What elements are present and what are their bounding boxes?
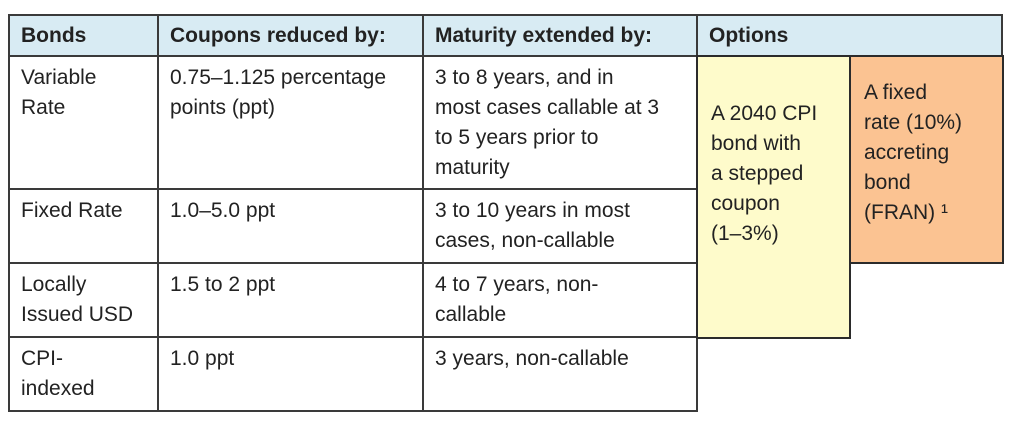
header-cell-bonds: Bonds xyxy=(8,14,159,57)
cell-r2-maturity: 3 to 10 years in most cases, non-callabl… xyxy=(424,190,698,264)
header-cell-options: Options xyxy=(698,14,1003,57)
header-cell-maturity-extended-by: Maturity extended by: xyxy=(424,14,698,57)
options-note-fran-bond: A fixed rate (10%) accreting bond (FRAN)… xyxy=(849,55,1004,264)
cell-r1-maturity: 3 to 8 years, and in most cases callable… xyxy=(424,57,698,190)
bond-terms-table: Bonds Coupons reduced by: Maturity exten… xyxy=(8,14,1003,412)
cell-r3-bond: Locally Issued USD xyxy=(8,264,159,338)
cell-r2-bond: Fixed Rate xyxy=(8,190,159,264)
cell-r4-maturity: 3 years, non-callable xyxy=(424,338,698,412)
cell-r4-bond: CPI- indexed xyxy=(8,338,159,412)
cell-r4-coupons: 1.0 ppt xyxy=(159,338,424,412)
cell-r3-maturity: 4 to 7 years, non- callable xyxy=(424,264,698,338)
cell-r2-coupons: 1.0–5.0 ppt xyxy=(159,190,424,264)
header-cell-coupons-reduced-by: Coupons reduced by: xyxy=(159,14,424,57)
cell-r1-bond: Variable Rate xyxy=(8,57,159,190)
cell-r1-coupons: 0.75–1.125 percentage points (ppt) xyxy=(159,57,424,190)
options-note-cpi-bond: A 2040 CPI bond with a stepped coupon (1… xyxy=(696,55,851,339)
cell-r3-coupons: 1.5 to 2 ppt xyxy=(159,264,424,338)
